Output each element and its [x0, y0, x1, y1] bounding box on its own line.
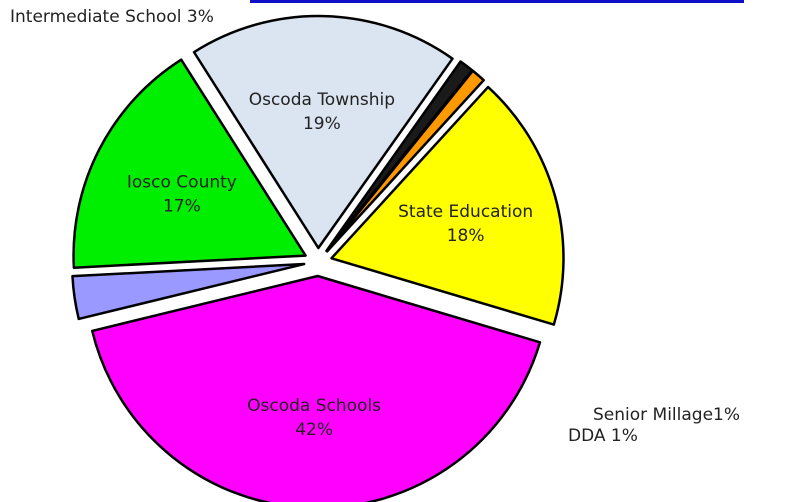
pie-slice-oscoda-township [192, 14, 454, 250]
slice-percent-state-education: 18% [447, 226, 485, 246]
slice-percent-oscoda-schools: 42% [295, 420, 333, 440]
pie-slice-iosco-county [72, 58, 307, 269]
pie-slice-state-education [330, 85, 565, 326]
label-intermediate-school: Intermediate School 3% [10, 7, 214, 27]
slice-percent-iosco-county: 17% [163, 197, 201, 217]
slice-percent-oscoda-township: 19% [303, 114, 341, 134]
slice-label-state-education: State Education [398, 202, 533, 222]
pie-slice-oscoda-schools [90, 274, 542, 502]
pie-slices [71, 14, 565, 502]
pie-slice-intermediate-school [71, 262, 306, 321]
pie-labels: Iosco County 17% Oscoda Township 19% State E… [127, 90, 533, 440]
label-dda: DDA 1% [568, 426, 638, 446]
label-senior-millage: Senior Millage1% [593, 405, 740, 425]
slice-label-oscoda-schools: Oscoda Schools [247, 396, 381, 416]
slice-label-oscoda-township: Oscoda Township [249, 90, 395, 110]
slice-label-iosco-county: Iosco County [127, 173, 237, 193]
top-border-line [250, 0, 744, 3]
pie-slice-dda [325, 69, 485, 253]
